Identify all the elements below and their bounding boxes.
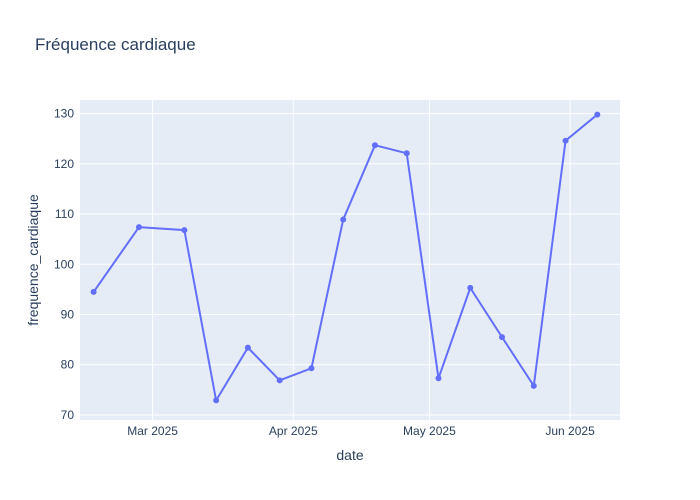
y-tick-label: 120 (54, 157, 74, 171)
x-axis-title: date (336, 447, 363, 463)
y-tick-label: 90 (61, 308, 75, 322)
chart-title: Fréquence cardiaque (35, 35, 196, 54)
y-tick-label: 110 (55, 207, 74, 221)
y-axis-title: frequence_cardiaque (25, 194, 41, 326)
x-tick-label: Mar 2025 (127, 424, 178, 438)
data-point (276, 377, 283, 384)
plot-area (80, 100, 620, 420)
data-point (499, 334, 506, 341)
gridlines (80, 100, 620, 420)
data-point (308, 365, 315, 372)
data-point (467, 284, 474, 291)
y-tick-label: 130 (54, 107, 74, 121)
data-point (403, 150, 410, 157)
data-point (181, 227, 188, 234)
data-point (594, 111, 601, 118)
data-point (530, 382, 537, 389)
data-point (435, 375, 442, 382)
data-point (340, 216, 347, 223)
series-markers (90, 111, 601, 404)
data-point (135, 224, 142, 231)
data-point (562, 137, 569, 144)
x-tick-label: May 2025 (403, 424, 456, 438)
series-line (92, 113, 598, 404)
data-point (213, 397, 220, 404)
y-tick-label: 80 (61, 358, 75, 372)
x-axis-ticks: Mar 2025 Apr 2025 May 2025 Jun 2025 (127, 424, 595, 438)
y-tick-label: 100 (54, 257, 74, 271)
x-tick-label: Jun 2025 (545, 424, 595, 438)
x-tick-label: Apr 2025 (269, 424, 318, 438)
data-point (90, 288, 97, 295)
y-axis-ticks: 70 80 90 100 110 120 130 (54, 107, 74, 422)
data-point (244, 344, 251, 351)
y-tick-label: 70 (61, 408, 75, 422)
data-point (371, 142, 378, 149)
